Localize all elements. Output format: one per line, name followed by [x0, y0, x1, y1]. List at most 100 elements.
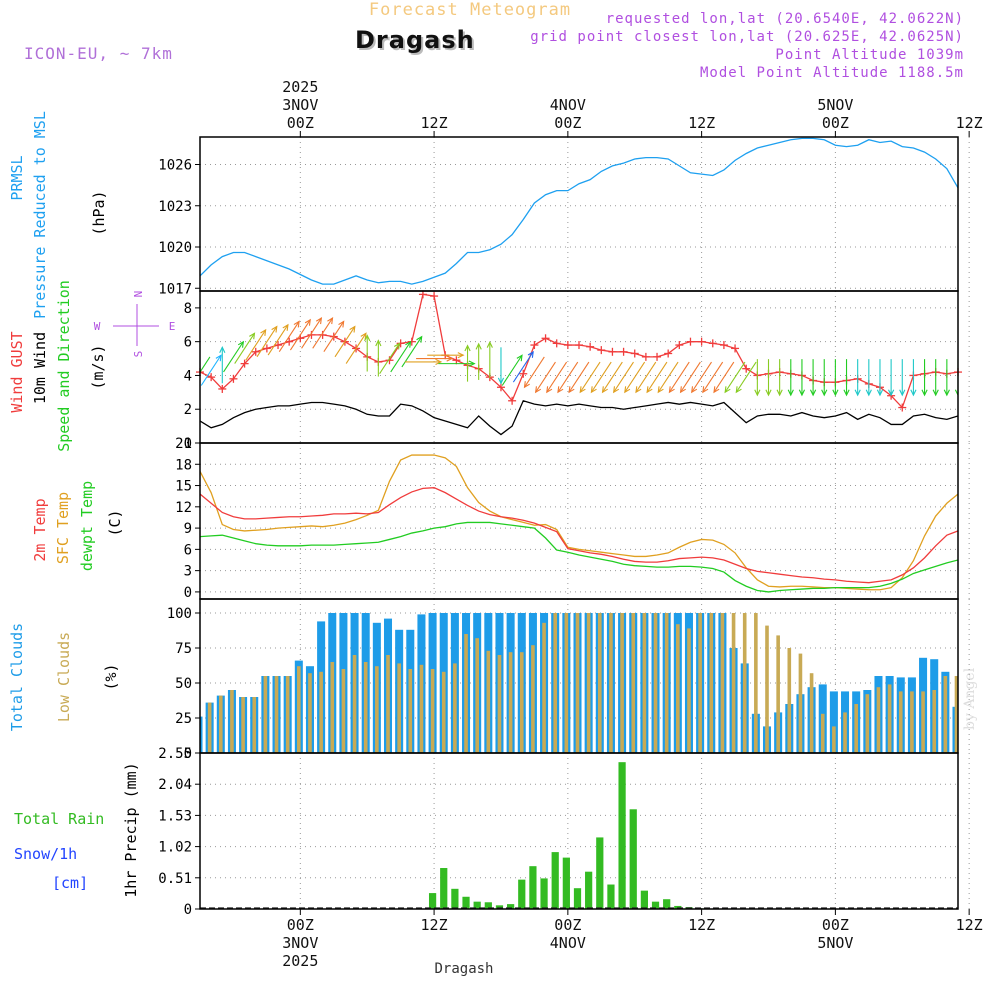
temp-2m-line [200, 487, 958, 584]
low-cloud-bar [586, 613, 591, 753]
gust-marker [218, 384, 227, 393]
total-clouds-label: Total Clouds [8, 623, 26, 731]
temperature-y-tick-label: 18 [175, 457, 192, 473]
bottom-time-label: 12Z [688, 916, 715, 934]
wind-direction-arrow [635, 361, 657, 394]
wind-direction-arrow [546, 361, 568, 394]
wind-direction-arrow [475, 342, 482, 380]
gust-marker [697, 337, 706, 346]
rain-bar [640, 890, 648, 909]
low-cloud-bar [274, 676, 279, 753]
low-cloud-bar [887, 684, 892, 753]
precip-y-tick-label: 1.02 [158, 840, 192, 856]
wind-direction-arrow [416, 355, 454, 362]
gust-marker [686, 337, 695, 346]
rain-bar [518, 879, 526, 909]
low-cloud-bar [687, 628, 691, 753]
dewpoint-label: dewpt Temp [78, 481, 96, 571]
low-cloud-bar [720, 613, 725, 753]
wind-y-tick-label: 0 [184, 436, 192, 452]
gust-marker [207, 373, 216, 382]
wind-direction-arrow [501, 354, 523, 386]
low-cloud-bar [297, 666, 301, 753]
gust-marker [675, 341, 684, 350]
wind-direction-arrow [568, 361, 590, 394]
low-cloud-bar [575, 613, 580, 753]
wind-direction-arrow [735, 361, 757, 394]
wind-direction-arrow [379, 342, 401, 374]
gust-marker [664, 349, 673, 358]
low-cloud-bar [653, 613, 658, 753]
wind-direction-arrow [512, 350, 534, 383]
precip-unit: 1hr Precip (mm) [122, 762, 140, 897]
grid-point-coordinates: grid point closest lon,lat (20.625E, 42.… [530, 29, 964, 45]
low-clouds-label: Low Clouds [55, 632, 73, 722]
wind-y-tick-label: 8 [184, 301, 192, 317]
low-cloud-bar [731, 613, 736, 753]
rain-legend: Total Rain [14, 810, 104, 828]
low-cloud-bar [620, 613, 624, 753]
wind-direction-arrow [427, 352, 465, 359]
gust-marker [407, 337, 416, 346]
dewpoint-line [200, 521, 958, 593]
wind-direction-arrow [438, 360, 476, 367]
snow-unit-legend: [cm] [52, 874, 88, 892]
rain-bar [573, 888, 582, 909]
low-cloud-bar [977, 677, 981, 753]
low-cloud-bar [966, 677, 970, 753]
rain-bar [585, 871, 593, 909]
low-cloud-bar [609, 613, 613, 753]
wind-direction-arrow [993, 350, 1000, 380]
temperature-y-tick-label: 9 [184, 521, 192, 537]
low-cloud-bar [263, 676, 268, 753]
wind-direction-arrow [200, 354, 222, 386]
low-cloud-bar [207, 702, 212, 753]
bottom-time-label: 4NOV [550, 934, 586, 952]
bottom-time-label: 5NOV [817, 934, 853, 952]
low-cloud-bar [664, 613, 669, 753]
wind-direction-arrow [702, 361, 724, 394]
low-cloud-bar [754, 613, 758, 753]
pressure-y-tick-label: 1023 [158, 199, 192, 215]
top-time-label: 2025 [282, 78, 318, 96]
bottom-time-label: 12Z [956, 916, 983, 934]
wind-direction-arrow [612, 361, 634, 394]
wind-direction-arrow [234, 332, 256, 364]
wind-direction-arrow [590, 361, 612, 394]
requested-coordinates: requested lon,lat (20.6540E, 42.0622N) [605, 11, 964, 27]
bottom-time-label: 12Z [421, 916, 448, 934]
wind-direction-arrow [267, 323, 289, 356]
precip-y-tick-label: 0.51 [158, 871, 192, 887]
low-cloud-bar [464, 634, 468, 753]
pressure-y-tick-label: 1020 [158, 240, 192, 256]
low-cloud-bar [910, 691, 914, 753]
wind-direction-arrow [200, 356, 211, 374]
gust-marker [898, 403, 907, 412]
pressure-line [200, 137, 958, 285]
meteogram-title: Forecast Meteogram [368, 0, 572, 20]
top-time-label: 12Z [956, 114, 983, 132]
precip-y-tick-label: 2.04 [158, 777, 192, 793]
top-time-label: 00Z [287, 114, 314, 132]
rain-bar [607, 884, 615, 909]
pressure-y-tick-label: 1026 [158, 158, 192, 174]
low-cloud-bar [375, 666, 379, 753]
top-time-label: 00Z [554, 114, 581, 132]
bottom-time-label: 00Z [287, 916, 314, 934]
temp-2m-label: 2m Temp [31, 498, 49, 561]
wind-direction-arrow [754, 359, 761, 397]
wind-direction-arrow [943, 359, 950, 397]
top-time-label: 12Z [688, 114, 715, 132]
wind-direction-arrow [876, 359, 884, 397]
wind-direction-arrow [219, 346, 226, 384]
wind-direction-arrow [345, 332, 367, 364]
gust-marker [608, 347, 617, 356]
low-cloud-bar [542, 622, 546, 753]
precip-y-tick-label: 0 [184, 902, 192, 918]
temp-unit: (C) [106, 509, 124, 536]
rain-bar [462, 896, 470, 909]
wind-unit: (m/s) [89, 344, 107, 389]
total-cloud-bar [986, 724, 994, 753]
wind-direction-arrow [601, 361, 623, 394]
compass-west: W [94, 320, 101, 333]
